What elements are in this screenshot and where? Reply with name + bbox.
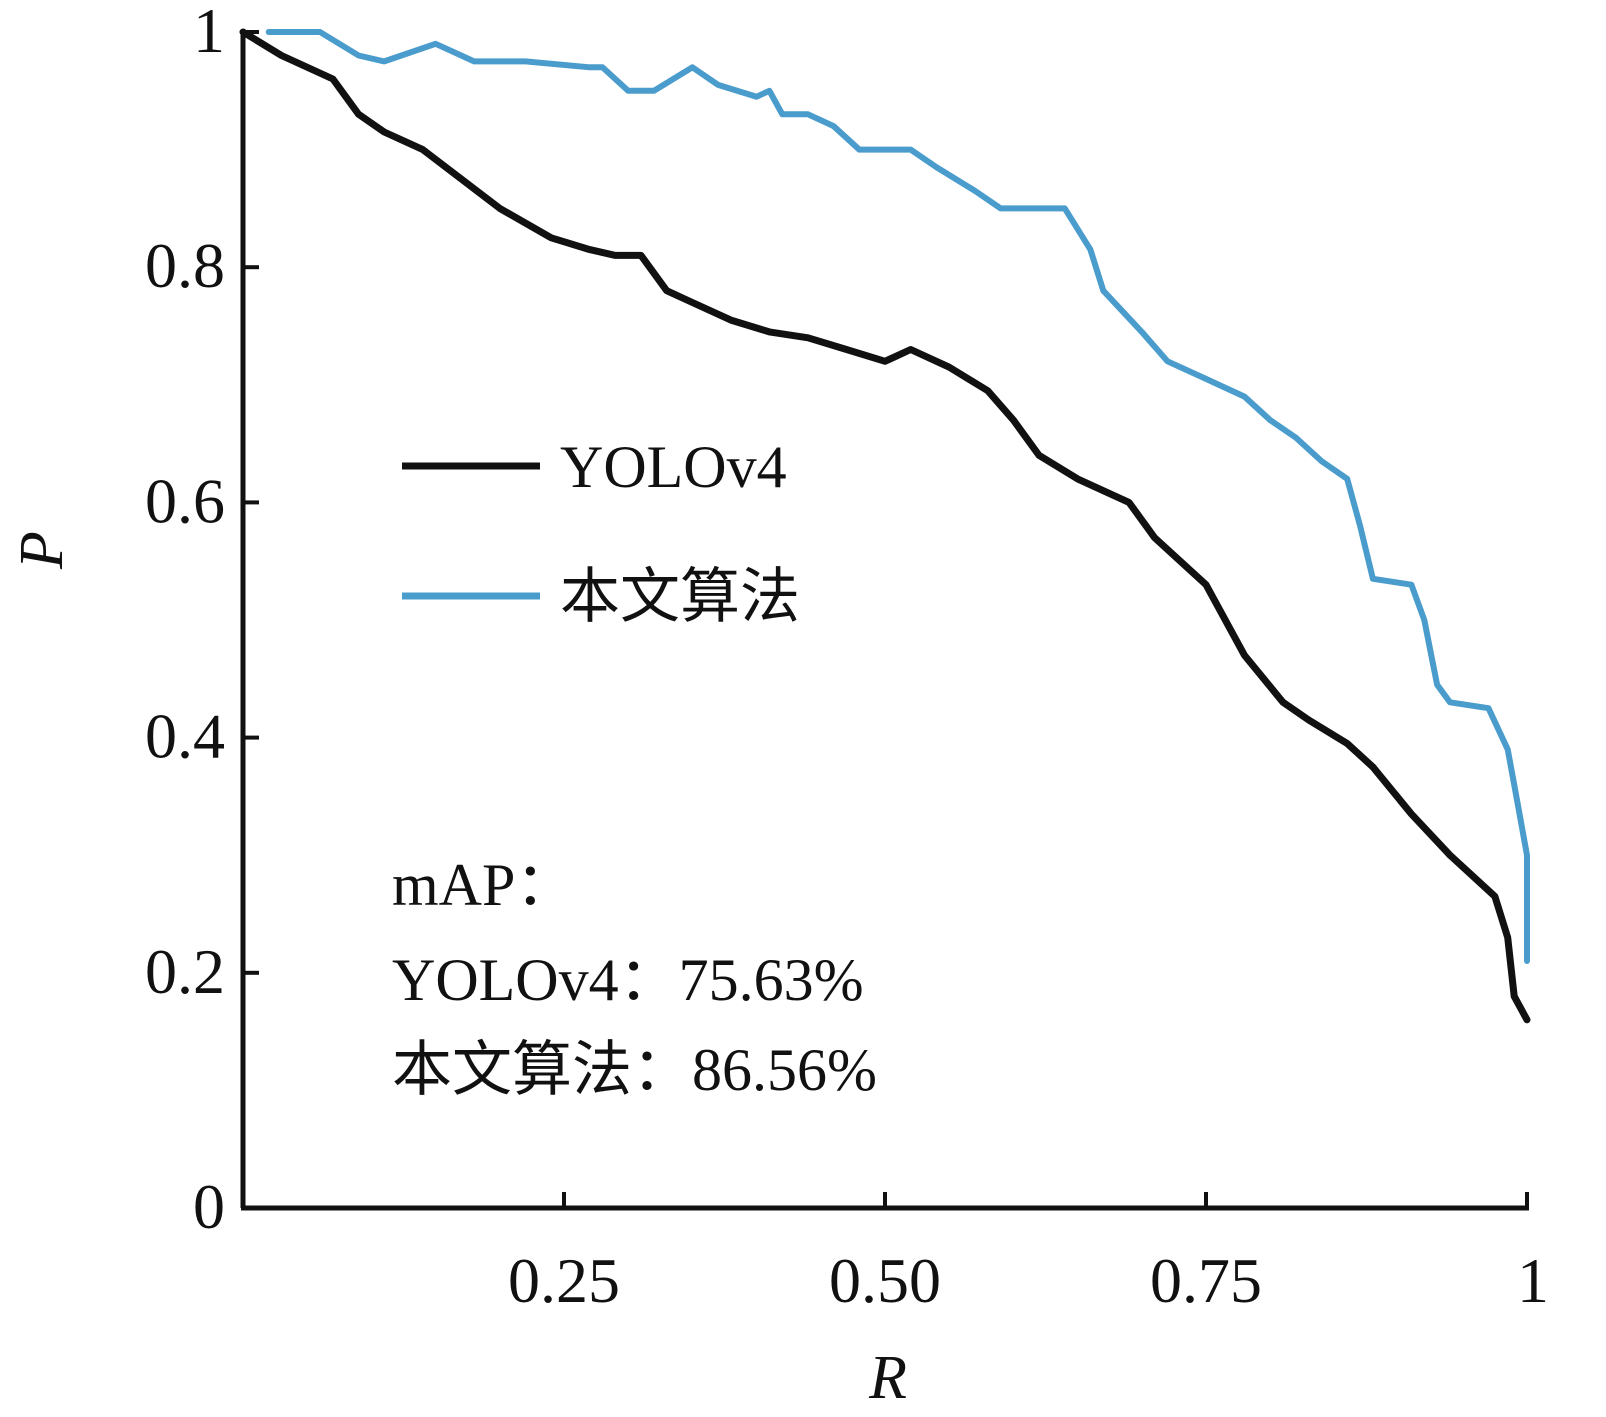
y-tick-label: 0.2	[145, 936, 225, 1007]
x-tick-label: 0.25	[508, 1245, 620, 1316]
legend-label-yolov4: YOLOv4	[560, 434, 787, 500]
x-tick-label: 0.75	[1150, 1245, 1262, 1316]
legend-label-ours: 本文算法	[560, 564, 800, 630]
legend: YOLOv4 本文算法	[402, 434, 800, 630]
y-tick-label: 1	[193, 0, 225, 66]
y-tick-label: 0.4	[145, 701, 225, 772]
series-line-yolov4	[239, 28, 1531, 1024]
ticks-layer: 0.25 0.50 0.75 1 0 0.2 0.4 0.6 0.8 1	[145, 0, 1549, 1316]
series-line-ours	[265, 29, 1530, 964]
y-axis-title: P	[8, 531, 76, 570]
annotation-line-1: mAP：	[392, 852, 575, 918]
x-axis-title: R	[868, 1344, 907, 1412]
x-tick-label: 1	[1517, 1245, 1549, 1316]
series-layer	[239, 28, 1531, 1024]
y-tick-label: 0.8	[145, 230, 225, 301]
annotation-line-2: YOLOv4：75.63%	[392, 947, 864, 1013]
map-annotation: mAP： YOLOv4：75.63% 本文算法：86.56%	[392, 852, 877, 1103]
y-tick-label: 0.6	[145, 465, 225, 536]
annotation-line-3: 本文算法：86.56%	[392, 1037, 877, 1103]
axes-layer	[240, 30, 1529, 1211]
x-tick-label: 0.50	[829, 1245, 941, 1316]
y-tick-label: 0	[193, 1171, 225, 1242]
